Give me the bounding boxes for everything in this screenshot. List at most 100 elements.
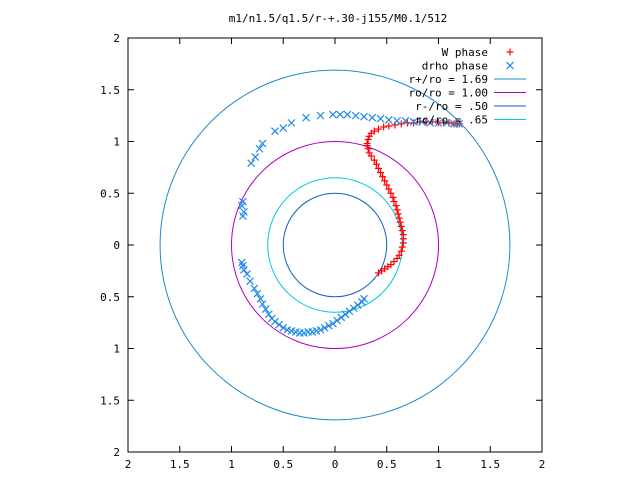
w-phase-point (397, 247, 405, 255)
legend-label: drho phase (422, 60, 488, 73)
drho-phase-point (271, 127, 279, 136)
w-phase-point (377, 169, 385, 177)
x-tick-label: 0.5 (377, 458, 397, 471)
w-phase-point (374, 164, 382, 172)
legend-label: rc/ro = .65 (415, 114, 488, 127)
y-tick-label: 0.5 (100, 291, 120, 304)
drho-phase-point (237, 258, 246, 267)
w-phase-point (392, 202, 400, 210)
legend-label: W phase (442, 46, 488, 59)
drho-phase-point (243, 270, 251, 278)
drho-phase-point (368, 113, 377, 122)
drho-phase-point (409, 117, 418, 126)
x-tick-label: 1 (435, 458, 442, 471)
y-tick-label: 2 (113, 446, 120, 459)
drho-phase-point (341, 310, 350, 319)
w-phase-point (393, 206, 401, 214)
drho-phase-point (360, 112, 368, 121)
w-phase-point (397, 120, 405, 128)
legend-marker (506, 61, 514, 70)
drho-phase-point (393, 116, 402, 125)
drho-phase-point (357, 298, 366, 306)
drho-phase-point (261, 305, 270, 314)
y-tick-label: 1 (113, 343, 120, 356)
legend-label: r-/ro = .50 (415, 100, 488, 113)
y-tick-label: 1 (113, 136, 120, 149)
drho-phase-point (345, 307, 354, 316)
drho-phase-point (336, 110, 345, 119)
w-phase-point (399, 231, 407, 239)
reference-circle (267, 177, 403, 313)
drho-phase-point (253, 289, 262, 298)
w-phase-point (372, 160, 380, 168)
data-markers (237, 110, 464, 337)
reference-circle (159, 69, 511, 421)
w-phase-point (389, 193, 397, 201)
w-phase-point (363, 140, 371, 148)
y-tick-label: 1.5 (100, 84, 120, 97)
drho-phase-point (337, 313, 346, 322)
x-tick-label: 2 (125, 458, 132, 471)
drho-phase-point (329, 110, 337, 119)
drho-phase-point (264, 310, 273, 319)
w-phase-point (383, 181, 391, 189)
reference-circle (282, 192, 388, 298)
w-phase-point (381, 177, 389, 185)
w-phase-point (398, 227, 406, 235)
y-tick-label: 2 (113, 32, 120, 45)
w-phase-point (390, 258, 398, 266)
drho-phase-point (279, 323, 288, 332)
w-phase-point (394, 210, 402, 218)
drho-phase-point (247, 159, 256, 168)
legend-label: ro/ro = 1.00 (409, 87, 488, 100)
drho-phase-point (267, 314, 276, 323)
drho-phase-point (455, 119, 464, 128)
w-phase-point (365, 149, 373, 157)
w-phase-point (390, 198, 398, 206)
drho-phase-point (238, 197, 247, 206)
drho-phase-point (353, 301, 362, 309)
w-phase-point (370, 156, 378, 164)
drho-phase-point (351, 111, 360, 120)
drho-phase-point (329, 319, 337, 328)
drho-phase-point (258, 300, 267, 308)
w-phase-point (397, 222, 405, 230)
drho-phase-point (418, 117, 426, 126)
drho-phase-point (324, 321, 333, 330)
drho-phase-point (434, 118, 443, 127)
x-tick-label: 1 (228, 458, 235, 471)
drho-phase-point (283, 325, 292, 334)
drho-phase-point (279, 124, 288, 132)
w-phase-point (395, 251, 403, 259)
w-phase-point (380, 123, 388, 131)
legend-marker (506, 48, 514, 56)
w-phase-point (364, 135, 372, 143)
axis-ticks: 2 1.5 1 0.5 0 0.5 1 1.5 221.510.500.511.52 (100, 32, 545, 471)
drho-phase-point (246, 277, 255, 286)
drho-phase-point (255, 144, 264, 153)
reference-circle (231, 141, 439, 349)
drho-phase-point (349, 304, 358, 313)
w-phase-point (410, 119, 418, 127)
w-phase-point (387, 261, 395, 269)
drho-phase-point (426, 118, 435, 127)
drho-phase-point (302, 113, 310, 122)
w-phase-point (385, 122, 393, 130)
drho-phase-point (239, 207, 248, 216)
w-phase-point (374, 125, 382, 133)
w-phase-point (387, 189, 395, 197)
drho-phase-point (287, 118, 296, 127)
drho-phase-point (316, 111, 325, 120)
drho-phase-point (376, 114, 385, 123)
x-tick-label: 0 (332, 458, 339, 471)
drho-phase-point (333, 316, 341, 325)
w-phase-point (396, 218, 404, 226)
y-tick-label: 0.5 (100, 187, 120, 200)
chart-title: m1/n1.5/q1.5/r-+.30-j155/M0.1/512 (229, 12, 448, 25)
x-tick-label: 2 (539, 458, 546, 471)
x-tick-label: 1.5 (480, 458, 500, 471)
drho-phase-point (258, 139, 267, 148)
y-tick-label: 0 (113, 239, 120, 252)
w-phase-point (395, 214, 403, 222)
